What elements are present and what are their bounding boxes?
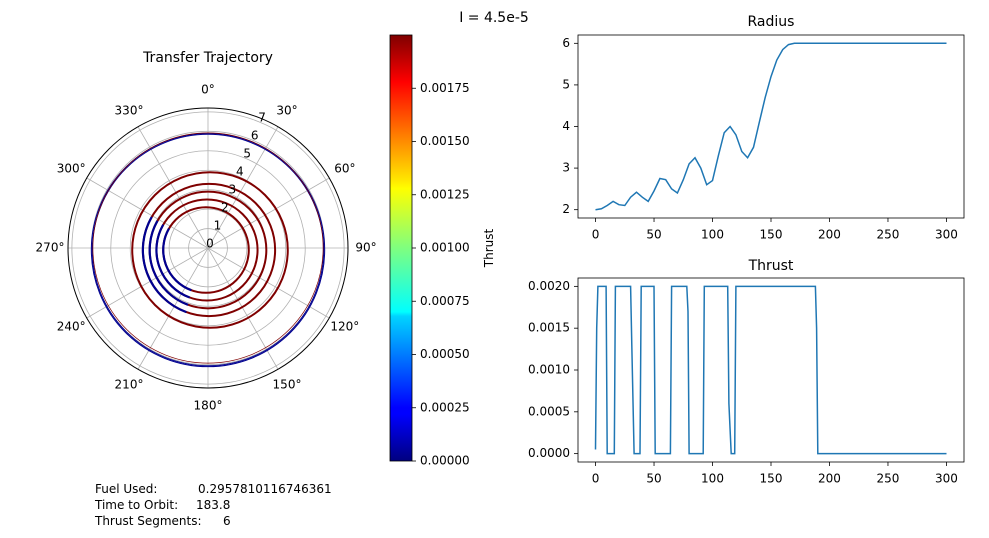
colorbar-tick-label: 0.00100 xyxy=(420,241,470,255)
x-tick-label: 50 xyxy=(646,472,661,486)
x-tick-label: 150 xyxy=(760,228,783,242)
radial-tick-label: 3 xyxy=(229,183,237,197)
time-to-orbit-value: 183.8 xyxy=(196,498,230,512)
radial-tick-label: 4 xyxy=(236,165,244,179)
polar-grid xyxy=(67,107,349,389)
fuel-used-label: Fuel Used: xyxy=(95,482,157,496)
radial-tick-label: 6 xyxy=(251,129,259,143)
stats-block: Fuel Used: 0.2957810116746361 Time to Or… xyxy=(94,482,332,528)
y-tick-label: 0.0005 xyxy=(528,404,570,418)
x-tick-label: 50 xyxy=(646,228,661,242)
polar-title: Transfer Trajectory xyxy=(142,50,273,66)
radius-axes-frame xyxy=(577,34,965,219)
angle-tick-label: 150° xyxy=(273,377,302,391)
thrust-segments-value: 6 xyxy=(223,514,231,528)
y-tick-label: 0.0010 xyxy=(528,363,570,377)
y-tick-label: 0.0020 xyxy=(528,279,570,293)
polar-frame xyxy=(67,107,349,389)
time-to-orbit-label: Time to Orbit: xyxy=(94,498,178,512)
angle-tick-label: 270° xyxy=(36,241,65,255)
angle-tick-label: 90° xyxy=(355,241,376,255)
colorbar-ticks: 0.00000 0.00025 0.00050 0.00075 0.00100 0.001… xyxy=(412,81,470,468)
y-tick-label: 0.0015 xyxy=(528,321,570,335)
polar-grid-spoke xyxy=(207,126,279,249)
angle-tick-label: 210° xyxy=(115,377,144,391)
orbit-coast-arc xyxy=(162,228,192,292)
polar-grid-spoke xyxy=(86,177,209,249)
angle-tick-label: 0° xyxy=(201,83,215,97)
polar-grid-spoke xyxy=(137,247,209,370)
x-tick-label: 200 xyxy=(818,228,841,242)
x-tick-label: 0 xyxy=(592,228,600,242)
angle-tick-label: 180° xyxy=(194,399,223,413)
orbit-spiral-turn-5 xyxy=(131,171,289,329)
orbit-outer-orbit-b xyxy=(91,133,325,367)
angle-tick-label: 330° xyxy=(115,104,144,118)
fuel-used-value: 0.2957810116746361 xyxy=(198,482,332,496)
x-tick-label: 200 xyxy=(818,472,841,486)
angle-tick-label: 240° xyxy=(57,320,86,334)
radial-tick-label: 2 xyxy=(221,201,229,215)
radial-tick-label: 7 xyxy=(258,111,266,125)
figure-suptitle: I = 4.5e-5 xyxy=(459,10,529,26)
thrust-colorbar: 0.00000 0.00025 0.00050 0.00075 0.00100 0.001… xyxy=(389,34,496,468)
polar-angle-ticks: 0° 30° 60° 90° 120° 150° 180° 210° 240° 270° 300° 3… xyxy=(36,83,377,413)
colorbar-tick-label: 0.00150 xyxy=(420,134,470,148)
radial-tick-label: 0 xyxy=(206,237,214,251)
orbit-coast-arc xyxy=(141,216,187,314)
thrust-series-line xyxy=(594,285,947,455)
x-tick-label: 300 xyxy=(935,228,958,242)
thrust-line-chart: Thrust 0 50 100 150 200 250 300 0.0000 0.0005 0.0… xyxy=(528,258,965,486)
x-tick-label: 0 xyxy=(592,472,600,486)
polar-grid-spoke xyxy=(207,247,279,370)
x-tick-label: 100 xyxy=(701,472,724,486)
colorbar-tick-label: 0.00000 xyxy=(420,454,470,468)
x-tick-label: 250 xyxy=(877,228,900,242)
x-tick-label: 300 xyxy=(935,472,958,486)
polar-grid-spoke xyxy=(207,177,330,249)
angle-tick-label: 60° xyxy=(334,162,355,176)
colorbar-tick-label: 0.00050 xyxy=(420,347,470,361)
polar-radial-ticks: 01 23 4 56 7 xyxy=(206,111,266,251)
y-tick-label: 6 xyxy=(562,36,570,50)
polar-grid-spoke xyxy=(137,126,209,249)
y-tick-label: 5 xyxy=(562,77,570,91)
thrust-segments-label: Thrust Segments: xyxy=(94,514,202,528)
radius-title: Radius xyxy=(748,14,795,30)
colorbar-tick-label: 0.00025 xyxy=(420,400,470,414)
thrust-axes-frame xyxy=(577,277,965,463)
angle-tick-label: 120° xyxy=(330,320,359,334)
x-tick-label: 250 xyxy=(877,472,900,486)
polar-orbits xyxy=(90,132,326,368)
colorbar-tick-label: 0.00125 xyxy=(420,187,470,201)
x-tick-label: 100 xyxy=(701,228,724,242)
angle-tick-label: 30° xyxy=(276,104,297,118)
x-tick-label: 150 xyxy=(760,472,783,486)
y-tick-label: 4 xyxy=(562,119,570,133)
thrust-title: Thrust xyxy=(748,258,794,274)
angle-tick-label: 300° xyxy=(57,162,86,176)
orbit-coast-arc xyxy=(148,220,189,306)
radius-axis-ticks: 0 50 100 150 200 250 300 2 3 4 5 6 xyxy=(562,36,958,242)
radius-series-line xyxy=(595,42,947,211)
colorbar-gradient xyxy=(389,34,413,462)
colorbar-tick-label: 0.00075 xyxy=(420,294,470,308)
colorbar-label: Thrust xyxy=(482,228,496,268)
orbit-outer-orbit-a xyxy=(90,132,326,368)
y-tick-label: 3 xyxy=(562,161,570,175)
radius-line-chart: Radius 0 50 100 150 200 250 300 2 3 4 5 6 xyxy=(562,14,965,242)
thrust-axis-ticks: 0 50 100 150 200 250 300 0.0000 0.0005 0.0010 0.00… xyxy=(528,279,958,486)
polar-grid-spoke xyxy=(86,247,209,319)
colorbar-tick-label: 0.00175 xyxy=(420,81,470,95)
y-tick-label: 0.0000 xyxy=(528,446,570,460)
radial-tick-label: 5 xyxy=(243,147,251,161)
orbit-target-inner xyxy=(92,132,324,364)
polar-trajectory-plot: Transfer Trajectory 01 23 4 56 7 0° 30° 60° 90°… xyxy=(36,50,377,413)
y-tick-label: 2 xyxy=(562,202,570,216)
orbit-coast-arc xyxy=(155,224,191,299)
radial-tick-label: 1 xyxy=(214,219,222,233)
polar-grid-spoke xyxy=(207,247,330,319)
